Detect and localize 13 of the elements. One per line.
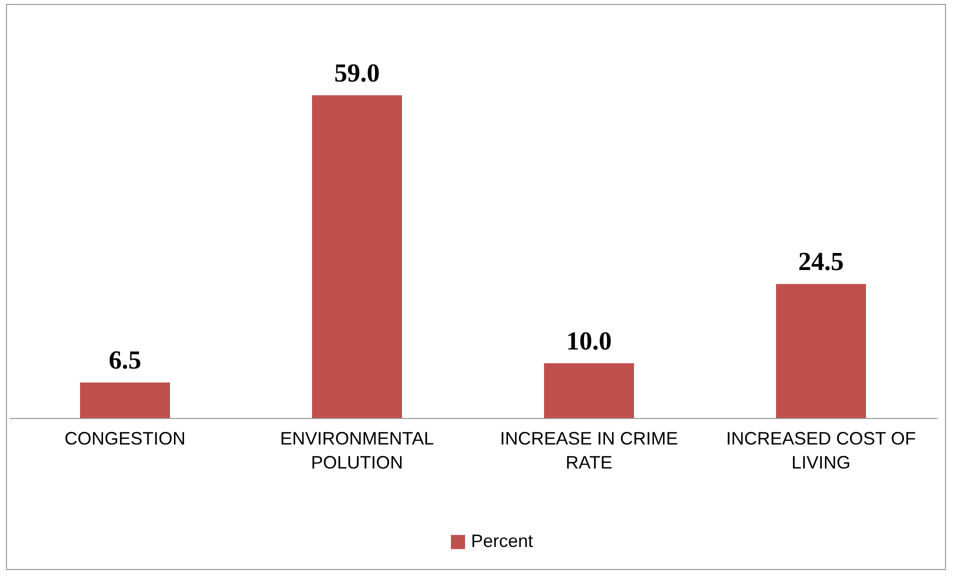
legend-label: Percent: [471, 531, 534, 551]
bar: [312, 95, 402, 418]
bar: [776, 284, 866, 418]
x-tick-label: INCREASED COST OF LIVING: [726, 428, 916, 472]
bar: [80, 382, 170, 418]
x-tick-label: CONGESTION: [64, 428, 186, 448]
bar: [544, 363, 634, 418]
data-label: 59.0: [334, 58, 380, 88]
x-tick-label: ENVIRONMENTAL POLUTION: [280, 428, 434, 472]
x-tick-label: INCREASE IN CRIME RATE: [500, 428, 678, 472]
data-label: 10.0: [566, 326, 612, 356]
data-label: 6.5: [108, 345, 142, 374]
data-label: 24.5: [798, 246, 844, 276]
